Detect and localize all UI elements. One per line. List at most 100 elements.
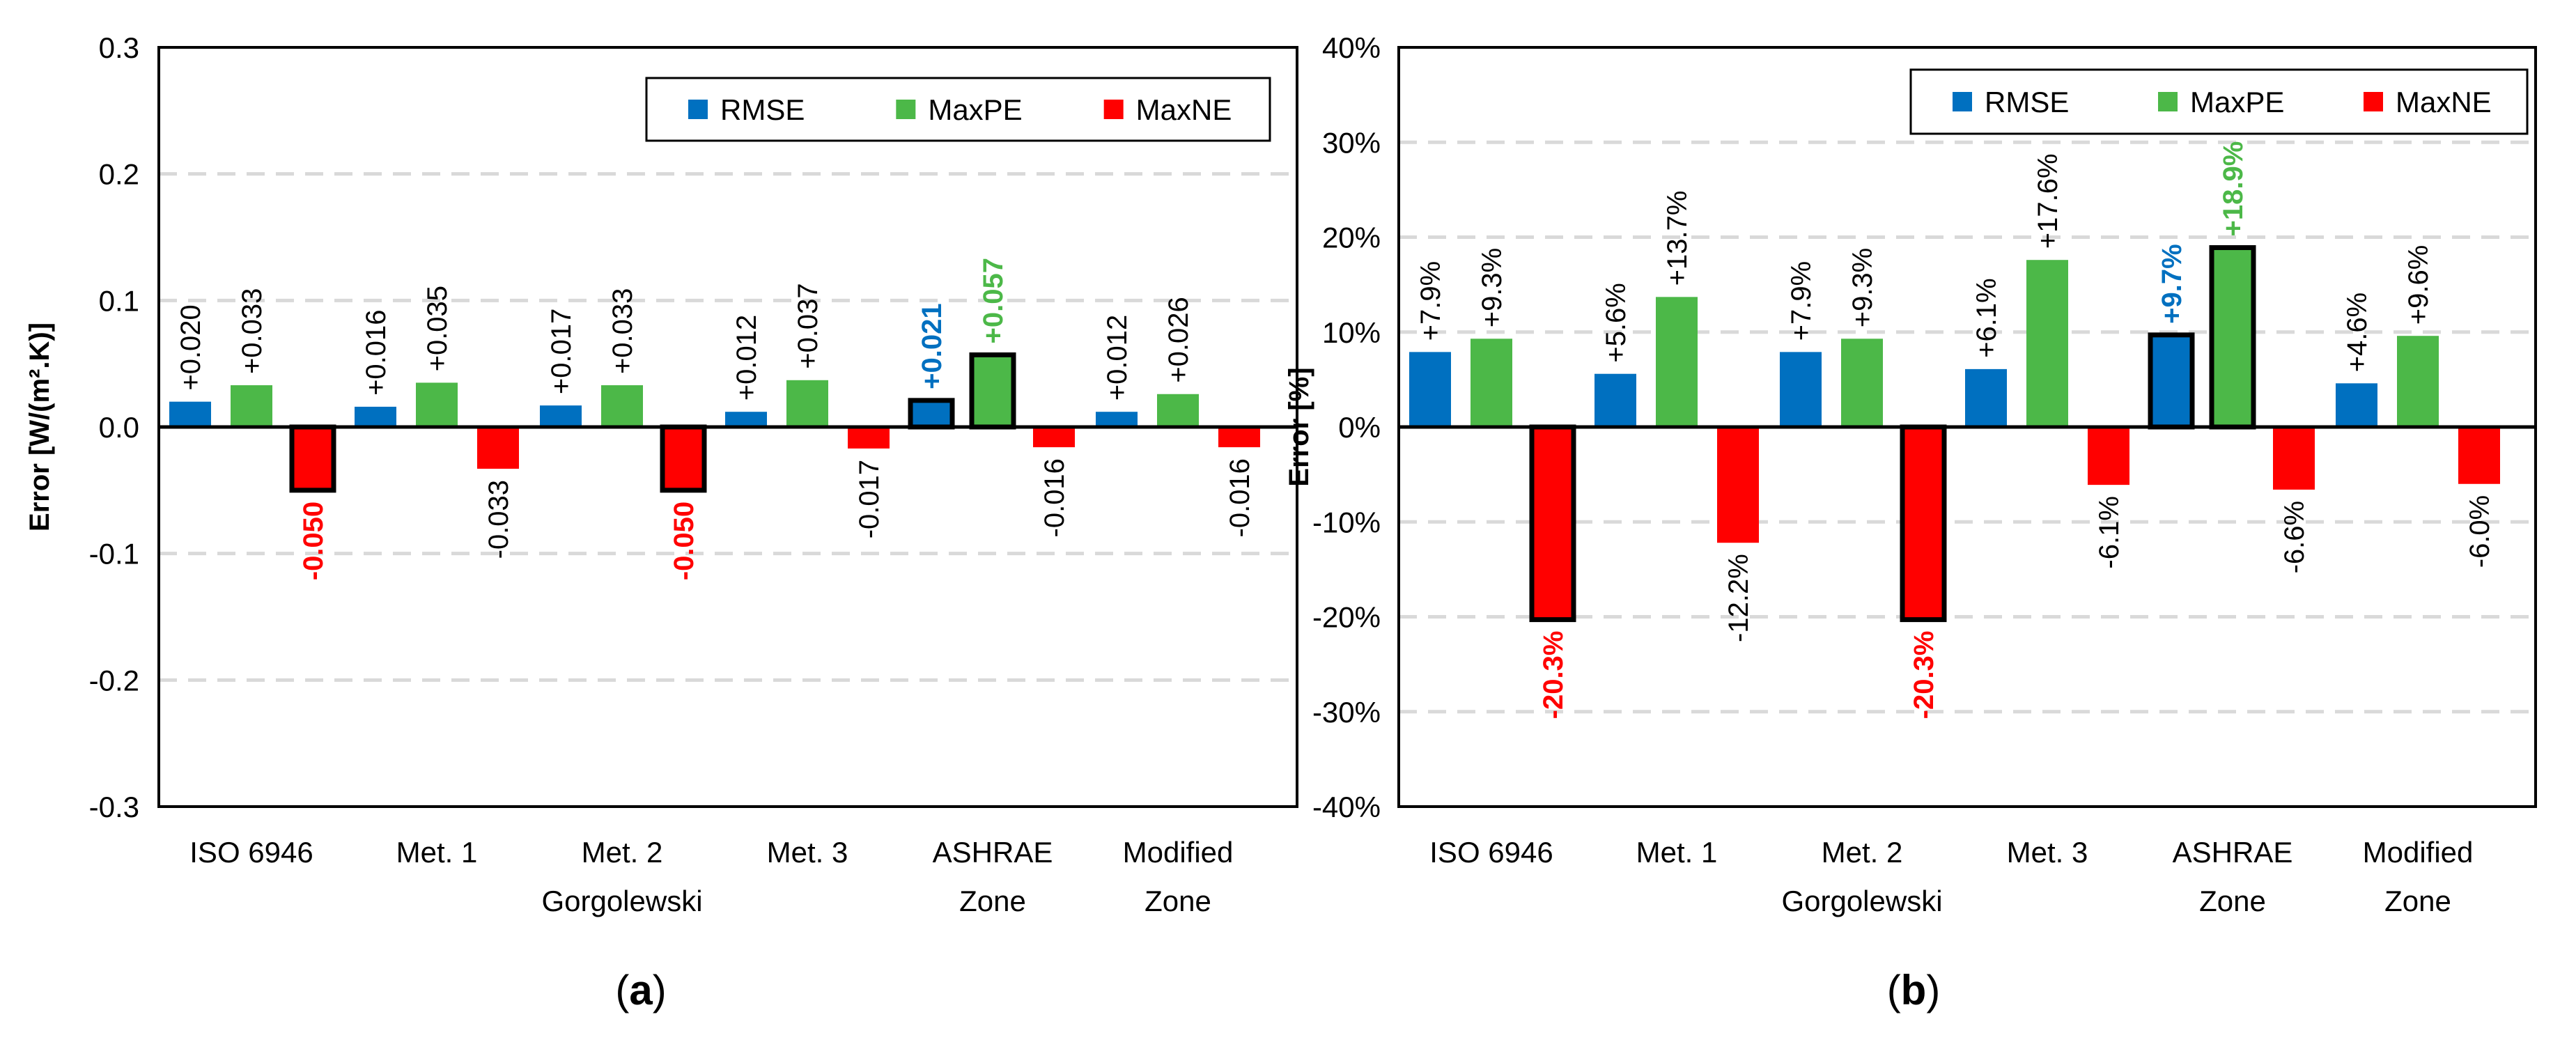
bar-maxpe [1841, 339, 1883, 427]
bar-maxpe [2026, 260, 2068, 427]
legend-label-maxne: MaxNE [2396, 86, 2492, 118]
legend-box [645, 77, 1271, 142]
y-tick-label: -40% [1312, 791, 1381, 823]
data-label-maxpe: +9.6% [2403, 245, 2434, 325]
y-tick-label: 0.3 [99, 31, 139, 64]
bar-maxpe [1656, 297, 1698, 427]
group-label: Gorgolewski [1781, 885, 1942, 917]
data-label-maxpe: +18.9% [2218, 141, 2249, 237]
bar-maxpe [1157, 394, 1199, 427]
y-tick-label: 30% [1322, 126, 1381, 159]
x-tick-label: Met. 2 [582, 836, 663, 869]
legend-swatch-maxpe [896, 100, 916, 119]
bar-rmse [725, 412, 767, 427]
legend-label-maxpe: MaxPE [2190, 86, 2284, 118]
x-tick-label: Zone [2384, 885, 2451, 917]
data-label-maxne: -20.3% [1538, 631, 1569, 720]
bar-rmse [169, 401, 211, 427]
bar-rmse [1965, 368, 2007, 427]
legend-box [1909, 68, 2529, 135]
data-label-rmse: +7.9% [1786, 261, 1817, 341]
data-label-maxne: -6.6% [2279, 501, 2310, 574]
data-label-maxne: -0.033 [483, 480, 514, 559]
bar-maxne [1529, 424, 1576, 623]
bar-rmse [1595, 373, 1636, 427]
y-tick-label: 0.0 [99, 411, 139, 444]
bar-maxne [2088, 427, 2129, 485]
legend-label-maxne: MaxNE [1136, 93, 1232, 126]
panel-b-chart: -40% -30% -20% -10% 0% 10% 20% 30% 40% Error [%] +… [1284, 31, 2537, 1013]
bar-maxne [660, 424, 707, 493]
data-label-maxpe: +9.3% [1477, 248, 1507, 328]
bar-maxne [1218, 427, 1260, 448]
x-tick-label: Met. 2 [1822, 836, 1903, 869]
bar-maxpe [786, 380, 828, 427]
data-label-maxne: -6.1% [2094, 496, 2125, 569]
data-label-rmse: +0.017 [546, 309, 577, 394]
y-tick-label: -0.2 [89, 664, 139, 697]
x-tick-label: Modified [1123, 836, 1234, 869]
data-label-maxne: -0.050 [669, 502, 699, 580]
y-tick-label: -0.3 [89, 791, 139, 823]
y-tick-label: -10% [1312, 506, 1381, 538]
y-tick-label: -30% [1312, 696, 1381, 729]
x-tick-label: Zone [959, 885, 1026, 917]
y-axis-title: Error [W/(m².K)] [24, 323, 55, 531]
panel-caption: (b) [1887, 967, 1941, 1013]
x-tick-label: Met. 3 [2007, 836, 2088, 869]
data-label-rmse: +0.016 [361, 309, 391, 395]
data-label-maxne: -12.2% [1723, 554, 1754, 642]
bar-rmse [2148, 332, 2195, 430]
y-tick-label: -0.1 [89, 538, 139, 570]
bar-rmse [1409, 352, 1451, 427]
x-tick-label: Met. 1 [396, 836, 478, 869]
bar-rmse [1780, 352, 1822, 427]
data-label-rmse: +6.1% [1971, 278, 2002, 358]
data-label-maxpe: +0.026 [1163, 297, 1194, 382]
data-label-maxne: -6.0% [2465, 495, 2495, 568]
data-label-maxne: -0.017 [854, 460, 885, 538]
bar-maxne [2273, 427, 2315, 490]
data-label-maxne: -0.016 [1225, 458, 1255, 537]
legend-label-maxpe: MaxPE [928, 93, 1022, 126]
data-label-maxpe: +0.057 [978, 258, 1009, 343]
legend-swatch-rmse [688, 100, 708, 119]
data-label-rmse: +9.7% [2157, 244, 2187, 324]
data-label-maxpe: +9.3% [1847, 248, 1878, 328]
legend-swatch-maxne [2364, 92, 2383, 111]
bar-rmse [908, 398, 955, 430]
bar-maxpe [231, 385, 272, 427]
bar-rmse [2336, 383, 2377, 427]
x-tick-label: Met. 1 [1636, 836, 1718, 869]
x-tick-label: Zone [1145, 885, 1211, 917]
bar-maxpe [601, 385, 643, 427]
y-tick-label: 10% [1322, 316, 1381, 349]
x-tick-label: ISO 6946 [1429, 836, 1553, 869]
x-tick-label: Modified [2363, 836, 2474, 869]
data-label-maxne: -0.016 [1039, 458, 1070, 537]
data-label-rmse: +0.012 [731, 315, 762, 401]
x-tick-label: ASHRAE [2173, 836, 2293, 869]
data-label-maxne: -0.050 [298, 502, 329, 580]
data-label-rmse: +5.6% [1601, 283, 1631, 363]
bar-maxne [1717, 427, 1759, 543]
y-tick-label: 40% [1322, 31, 1381, 64]
bar-maxne [477, 427, 519, 469]
x-tick-label: Met. 3 [767, 836, 848, 869]
data-label-maxpe: +0.035 [422, 286, 453, 371]
legend-swatch-maxne [1103, 100, 1124, 119]
data-label-maxpe: +0.033 [607, 288, 638, 374]
x-tick-label: ASHRAE [933, 836, 1053, 869]
y-tick-label: 0% [1338, 411, 1381, 444]
bar-maxne [1033, 427, 1075, 448]
bar-maxpe [416, 382, 458, 427]
bar-rmse [1096, 412, 1138, 427]
legend-label-rmse: RMSE [1985, 86, 2069, 118]
panel-a-chart: -0.3 -0.2 -0.1 0.0 0.1 0.2 0.3 Error [W/(m².K)]… [24, 31, 1298, 1013]
legend-swatch-maxpe [2158, 92, 2178, 111]
bar-maxpe [1471, 339, 1512, 427]
data-label-rmse: +4.6% [2342, 293, 2373, 373]
data-label-rmse: +0.021 [917, 303, 947, 389]
bar-rmse [540, 405, 582, 427]
